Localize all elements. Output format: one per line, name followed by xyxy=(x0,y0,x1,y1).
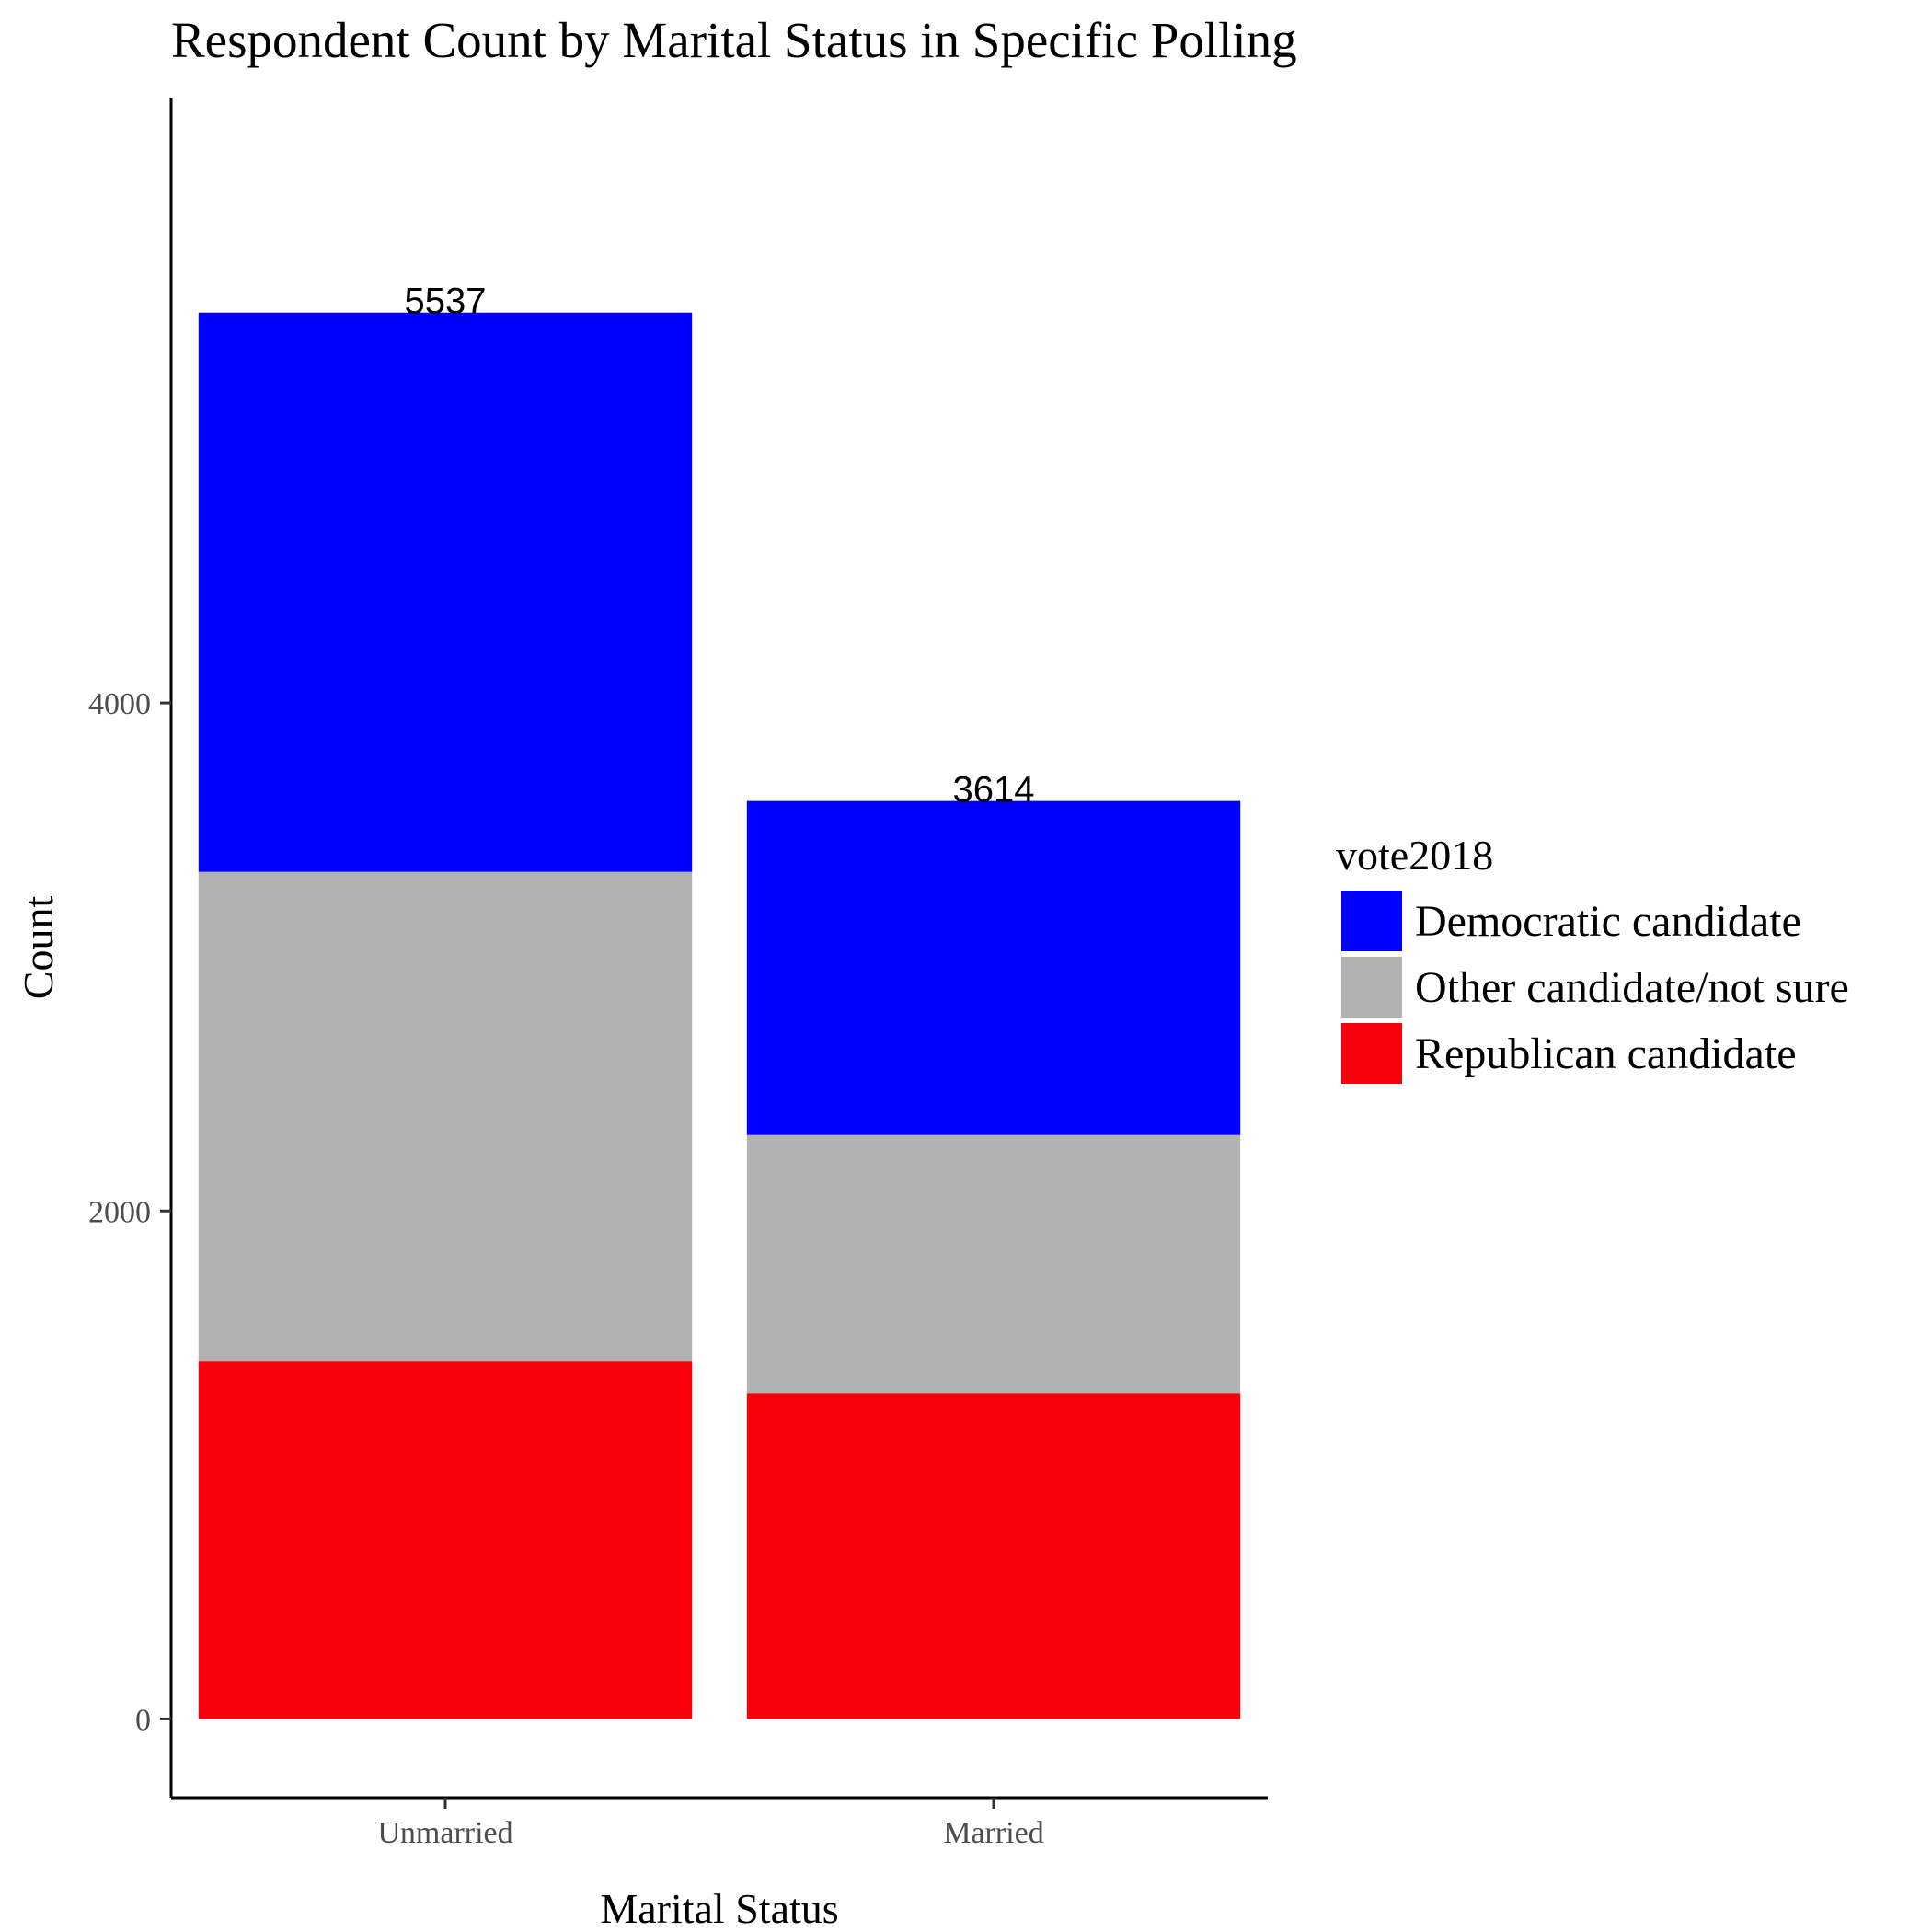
legend-label-democratic-candidate: Democratic candidate xyxy=(1415,897,1801,946)
legend-key-democratic-candidate xyxy=(1341,891,1402,951)
x-tick-label-married: Married xyxy=(943,1816,1044,1850)
y-tick-label-2000: 2000 xyxy=(88,1195,151,1229)
y-tick-label-4000: 4000 xyxy=(88,687,151,721)
bar-married-republican-candidate xyxy=(746,1393,1241,1719)
chart-title: Respondent Count by Marital Status in Sp… xyxy=(171,12,1297,68)
legend-key-other-candidate-not-sure xyxy=(1341,957,1402,1018)
bar-unmarried-democratic-candidate xyxy=(198,312,693,872)
total-label-married: 3614 xyxy=(953,770,1035,811)
legend-key-republican-candidate xyxy=(1341,1023,1402,1084)
legend: vote2018 Democratic candidate Other candi… xyxy=(1336,832,1849,1084)
legend-title: vote2018 xyxy=(1336,832,1493,879)
bar-unmarried-other-candidate-not-sure xyxy=(198,871,693,1362)
legend-entries: Democratic candidate Other candidate/not … xyxy=(1341,891,1849,1084)
x-axis-title: Marital Status xyxy=(600,1885,838,1932)
legend-label-republican-candidate: Republican candidate xyxy=(1415,1029,1797,1078)
total-label-unmarried: 5537 xyxy=(405,282,487,322)
x-axis-ticks: Unmarried Married xyxy=(377,1798,1044,1850)
y-axis-ticks: 0 2000 4000 xyxy=(88,687,171,1737)
bar-unmarried-republican-candidate xyxy=(198,1361,693,1719)
legend-label-other-candidate-not-sure: Other candidate/not sure xyxy=(1415,963,1849,1012)
bar-married-other-candidate-not-sure xyxy=(746,1134,1241,1394)
y-axis-title: Count xyxy=(15,896,62,1000)
total-labels: 5537 3614 xyxy=(405,282,1035,811)
y-tick-label-0: 0 xyxy=(135,1703,151,1737)
bars-layer xyxy=(198,312,1241,1719)
x-tick-label-unmarried: Unmarried xyxy=(377,1816,512,1850)
plot-area: 5537 3614 0 2000 4000 Unmarried Married xyxy=(88,98,1268,1850)
bar-married-democratic-candidate xyxy=(746,800,1241,1135)
